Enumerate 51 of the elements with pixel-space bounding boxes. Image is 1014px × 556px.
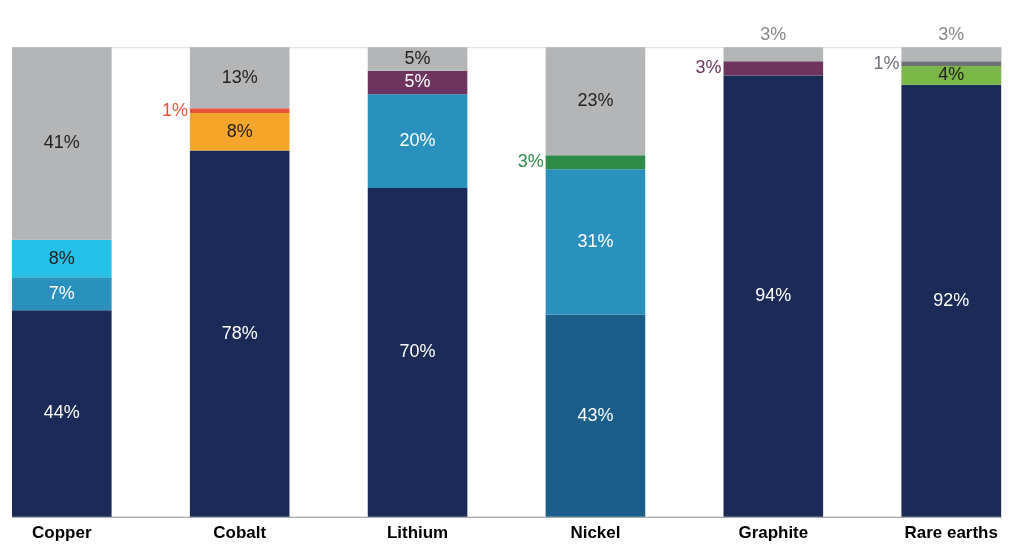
data-label: 23% — [577, 90, 614, 111]
bar — [367, 188, 468, 517]
x-tick-label: Lithium — [386, 523, 449, 543]
bar — [11, 310, 112, 517]
data-label: 43% — [577, 404, 614, 425]
bar — [367, 94, 468, 189]
data-label: 3% — [938, 24, 965, 45]
data-label: 5% — [404, 71, 431, 92]
data-label: 70% — [399, 341, 436, 362]
x-tick-label: Graphite — [738, 523, 809, 543]
bar — [11, 239, 112, 278]
bar — [545, 314, 646, 517]
bar — [545, 47, 646, 156]
bar — [901, 61, 1002, 66]
data-label: 31% — [577, 231, 614, 252]
data-label: 92% — [933, 289, 970, 310]
x-tick-label: Copper — [32, 523, 92, 543]
bar — [189, 150, 290, 517]
data-label: 20% — [399, 130, 436, 151]
bar — [11, 277, 112, 311]
data-label: 4% — [938, 64, 965, 85]
bar — [723, 47, 824, 62]
x-tick-label: Cobalt — [213, 523, 267, 543]
bar — [189, 108, 290, 113]
data-label: 13% — [221, 66, 258, 87]
bar — [901, 66, 1002, 85]
bar — [367, 47, 468, 71]
bar — [723, 75, 824, 517]
data-label: 8% — [226, 120, 253, 141]
data-label: 5% — [404, 47, 431, 68]
data-label: 3% — [517, 151, 544, 172]
bar — [189, 112, 290, 151]
bar — [11, 47, 112, 240]
bar — [189, 47, 290, 109]
data-label: 3% — [695, 57, 722, 78]
bar — [723, 61, 824, 76]
bar — [901, 47, 1002, 62]
data-label: 3% — [760, 24, 787, 45]
data-label: 7% — [48, 282, 75, 303]
bar — [901, 84, 1002, 517]
data-label: 44% — [43, 402, 80, 423]
bar — [545, 169, 646, 315]
data-label: 1% — [161, 99, 188, 120]
data-label: 1% — [873, 52, 900, 73]
data-label: 41% — [43, 132, 80, 153]
x-tick-label: Nickel — [570, 523, 621, 543]
data-label: 8% — [48, 247, 75, 268]
x-tick-label: Rare earths — [904, 523, 998, 543]
bar — [545, 155, 646, 170]
data-label: 94% — [755, 285, 792, 306]
data-label: 78% — [221, 322, 258, 343]
